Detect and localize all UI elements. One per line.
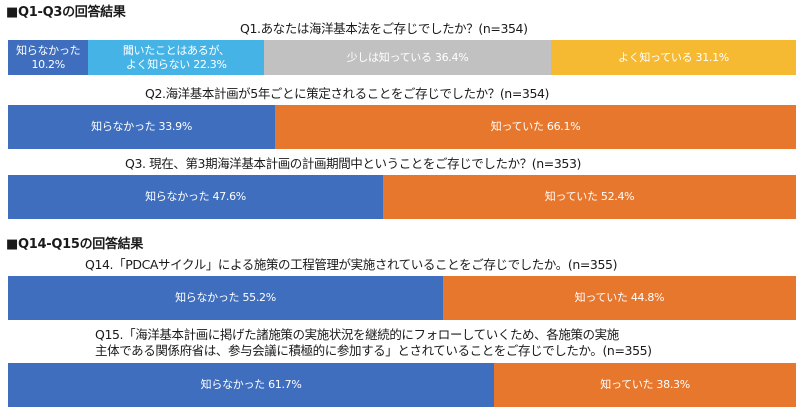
segment-label-line: よく知らない 22.3% xyxy=(125,57,227,71)
segment-label: 聞いたことはあるが、 よく知らない 22.3% xyxy=(123,44,230,70)
segment-label: 知っていた 66.1% xyxy=(491,120,581,133)
segment-label-line: 知っていた 38.3% xyxy=(600,378,690,392)
segment-label-line: 知っていた 66.1% xyxy=(490,120,581,134)
q14-title: Q14.「PDCAサイクル」による施策の工程管理が実施されていることをご存じでし… xyxy=(85,257,618,272)
segment-label: 知らなかった 47.6% xyxy=(145,190,246,203)
q2-title: Q2.海洋基本計画が5年ごとに策定されることをご存じでしたか？(n=354) xyxy=(145,86,550,101)
section-title-q1-q3: ■Q1-Q3の回答結果 xyxy=(6,5,126,20)
bar-segment: 知らなかった 33.9% xyxy=(8,105,276,149)
segment-label-line: 知っていた 52.4% xyxy=(544,190,635,204)
bar-segment: 知っていた 66.1% xyxy=(275,105,796,149)
segment-label-line: 知らなかった 47.6% xyxy=(145,190,246,204)
q3-title: Q3. 現在、第3期海洋基本計画の計画期間中ということをご存じでしたか？(n=3… xyxy=(125,156,582,171)
segment-label: 知っていた 44.8% xyxy=(575,291,665,304)
segment-label: 知らなかった 55.2% xyxy=(175,291,276,304)
bar-segment: 少しは知っている 36.4% xyxy=(264,40,551,75)
segment-label-line: 知らなかった 33.9% xyxy=(91,120,192,134)
q2-bar: 知らなかった 33.9% 知っていた 66.1% xyxy=(8,105,796,149)
q15-title: Q15.「海洋基本計画に掲げた諸施策の実施状況を継続的にフォローしていくため、各… xyxy=(95,327,652,358)
section-title-q14-q15: ■Q14-Q15の回答結果 xyxy=(6,237,144,252)
segment-label: 知らなかった 61.7% xyxy=(201,378,302,391)
segment-label-line: 知らなかった 61.7% xyxy=(200,378,302,392)
q15-bar: 知らなかった 61.7% 知っていた 38.3% xyxy=(8,363,796,407)
bar-segment: 知っていた 44.8% xyxy=(442,276,796,320)
bar-segment: 知らなかった 10.2% xyxy=(8,40,89,75)
segment-label-line: よく知っている 31.1% xyxy=(617,50,729,64)
segment-label-line: 知らなかった 55.2% xyxy=(175,291,276,305)
q3-bar: 知らなかった 47.6% 知っていた 52.4% xyxy=(8,175,796,219)
q15-title-line-1: Q15.「海洋基本計画に掲げた諸施策の実施状況を継続的にフォローしていくため、各… xyxy=(95,327,619,342)
bar-segment: よく知っている 31.1% xyxy=(550,40,796,75)
q14-bar: 知らなかった 55.2% 知っていた 44.8% xyxy=(8,276,796,320)
bar-segment: 知らなかった 47.6% xyxy=(8,175,384,219)
bar-segment: 知らなかった 61.7% xyxy=(8,363,495,407)
segment-label-line: 知らなかった xyxy=(16,44,81,58)
bar-segment: 知らなかった 55.2% xyxy=(8,276,443,320)
segment-label: 知っていた 38.3% xyxy=(600,378,690,391)
q1-title: Q1.あなたは海洋基本法をご存じでしたか？(n=354) xyxy=(240,21,528,36)
segment-label: 知らなかった 33.9% xyxy=(91,120,192,133)
segment-label-line: 知っていた 44.8% xyxy=(574,291,665,305)
q1-bar: 知らなかった 10.2% 聞いたことはあるが、 よく知らない 22.3% 少しは知ってい… xyxy=(8,40,796,75)
segment-label-line: 少しは知っている 36.4% xyxy=(346,50,469,64)
bar-segment: 聞いたことはあるが、 よく知らない 22.3% xyxy=(88,40,265,75)
q15-title-line-2: 主体である関係府省は、参与会議に積極的に参加する」とされていることをご存じでした… xyxy=(95,342,652,358)
segment-label: 知っていた 52.4% xyxy=(545,190,635,203)
segment-label: よく知っている 31.1% xyxy=(618,51,729,64)
segment-label-line: 10.2% xyxy=(31,57,65,71)
segment-label-line: 聞いたことはあるが、 xyxy=(122,44,230,58)
bar-segment: 知っていた 38.3% xyxy=(494,363,796,407)
segment-label: 知らなかった 10.2% xyxy=(16,44,81,71)
bar-segment: 知っていた 52.4% xyxy=(383,175,796,219)
segment-label: 少しは知っている 36.4% xyxy=(347,51,469,64)
